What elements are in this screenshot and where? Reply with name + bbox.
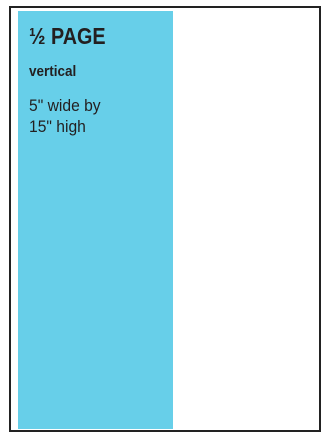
ad-dimensions-text: 5" wide by 15" high <box>29 96 101 136</box>
ad-size-title: ½ PAGE <box>29 23 106 49</box>
ad-orientation-label: vertical <box>29 63 77 80</box>
half-page-ad-block: ½ PAGE vertical 5" wide by 15" high <box>18 11 173 429</box>
